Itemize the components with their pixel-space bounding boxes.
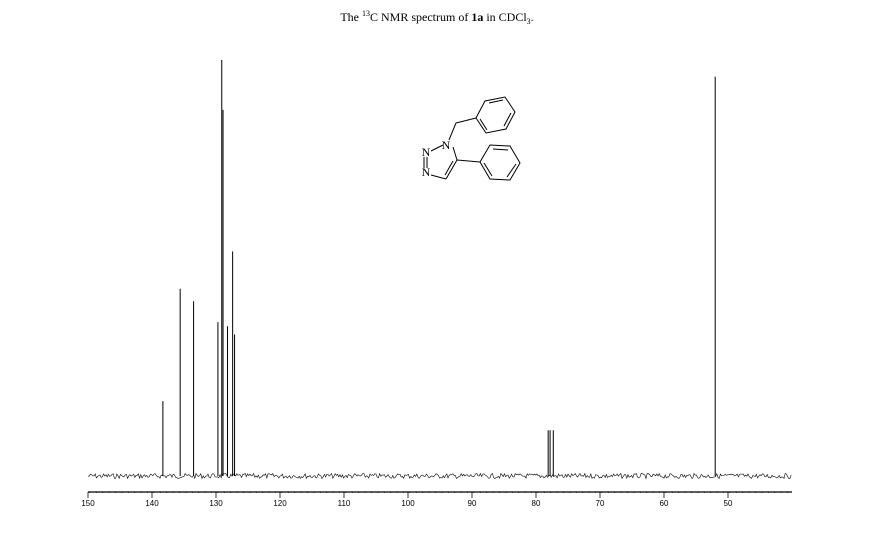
bond xyxy=(452,146,458,161)
title-subscript: 3 xyxy=(527,17,531,26)
x-tick-label: 90 xyxy=(468,499,477,508)
bond xyxy=(455,117,477,124)
baseline-noise xyxy=(87,472,792,480)
x-tick-label: 60 xyxy=(660,499,669,508)
bond xyxy=(488,99,504,104)
minor-ticks xyxy=(88,492,792,495)
title-part: in CDCl xyxy=(483,10,527,24)
benzene-ring xyxy=(479,144,521,181)
title-bold: 1a xyxy=(471,10,483,24)
bond xyxy=(503,112,512,127)
bond xyxy=(483,162,493,177)
x-tick-label: 70 xyxy=(596,499,605,508)
plot-area: 150 140 130 120 110 100 90 80 70 60 50 xyxy=(81,60,792,508)
x-tick-label: 130 xyxy=(209,499,223,508)
x-tick-label: 50 xyxy=(724,499,733,508)
chart-title: The 13C NMR spectrum of 1a in CDCl3. xyxy=(340,9,533,26)
bond xyxy=(430,144,444,152)
x-tick-label: 140 xyxy=(145,499,159,508)
bond xyxy=(430,174,447,180)
bond xyxy=(456,159,481,163)
bond xyxy=(506,163,517,178)
bond xyxy=(448,122,457,141)
bond xyxy=(479,118,488,131)
title-part: . xyxy=(531,10,534,24)
x-tick-label: 100 xyxy=(401,499,415,508)
bond xyxy=(444,160,454,176)
atom-label: N xyxy=(422,165,431,179)
benzene-ring xyxy=(475,96,516,134)
title-part: C NMR spectrum of xyxy=(370,10,471,24)
bond xyxy=(445,159,458,180)
title-superscript: 13 xyxy=(362,9,370,18)
atom-label: N xyxy=(442,138,451,152)
title-part: The xyxy=(340,10,362,24)
x-tick-label: 120 xyxy=(273,499,287,508)
bond xyxy=(492,148,509,151)
x-tick-label: 110 xyxy=(338,499,351,508)
atom-label: N xyxy=(422,145,431,159)
structure xyxy=(423,96,521,181)
x-tick-label: 150 xyxy=(81,499,95,508)
x-tick-label: 80 xyxy=(532,499,541,508)
